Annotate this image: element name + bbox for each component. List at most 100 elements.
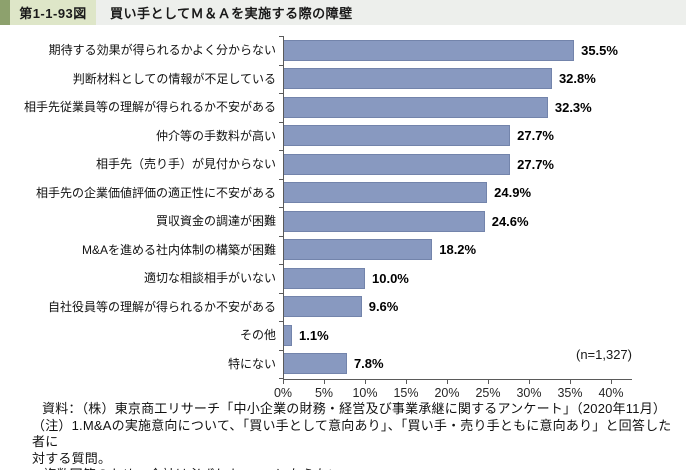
- category-axis-tick: [279, 349, 283, 351]
- bar-track: 32.8%: [283, 68, 596, 89]
- bar: [283, 68, 552, 89]
- bar-track: 7.8%: [283, 353, 384, 374]
- value-axis-tick-label: 35%: [557, 386, 583, 400]
- value-axis-tick-label: 15%: [393, 386, 419, 400]
- bar-track: 9.6%: [283, 296, 398, 317]
- bar: [283, 267, 365, 289]
- bar-chart: 期待する効果が得られるかよく分からない 35.5% 判断材料としての情報が不足してい…: [0, 36, 686, 436]
- category-label: 相手先の企業価値評価の適正性に不安がある: [35, 185, 276, 200]
- bar: [283, 210, 485, 232]
- category-axis-tick: [279, 378, 283, 379]
- chart-row: 期待する効果が得られるかよく分からない 35.5%: [0, 36, 686, 65]
- bar-track: 24.6%: [283, 210, 529, 232]
- value-label: 24.9%: [494, 185, 532, 200]
- bar-track: 24.9%: [283, 182, 531, 203]
- source-line: 資料：（株）東京商工リサーチ「中小企業の財務・経営及び事業承継に関するアンケート…: [42, 401, 667, 416]
- chart-row: 相手先従業員等の理解が得られるか不安がある 32.3%: [0, 93, 686, 122]
- category-axis-tick: [279, 292, 283, 294]
- bar-track: 35.5%: [283, 39, 618, 61]
- figure-header: 第1-1-93図 買い手としてＭ＆Ａを実施する際の障壁: [0, 0, 686, 25]
- value-label: 32.3%: [554, 99, 592, 115]
- category-axis-tick: [279, 178, 283, 180]
- value-label: 10.0%: [372, 270, 409, 286]
- category-label: その他: [239, 328, 276, 342]
- chart-row: 適切な相談相手がいない 10.0%: [0, 264, 686, 293]
- bar: [283, 125, 511, 146]
- category-label: 適切な相談相手がいない: [143, 271, 276, 285]
- value-axis-tick-label: 30%: [516, 386, 542, 400]
- category-axis-tick: [279, 207, 283, 208]
- bar: [283, 182, 488, 203]
- chart-row: 特にない 7.8%: [0, 350, 686, 379]
- category-label: 相手先（売り手）が見付からない: [95, 157, 276, 171]
- bar-track: 18.2%: [283, 239, 476, 260]
- chart-row: M&Aを進める社内体制の構築が困難 18.2%: [0, 236, 686, 265]
- bar-track: 27.7%: [283, 153, 554, 175]
- chart-row: 買収資金の調達が困難 24.6%: [0, 207, 686, 236]
- chart-row: 判断材料としての情報が不足している 32.8%: [0, 65, 686, 94]
- category-label: 期待する効果が得られるかよく分からない: [48, 43, 276, 57]
- value-label: 32.8%: [558, 71, 596, 86]
- value-axis-tick-label: 5%: [314, 386, 334, 400]
- value-axis-tick: [406, 380, 407, 384]
- header-band: 買い手としてＭ＆Ａを実施する際の障壁: [96, 0, 686, 25]
- category-axis-tick: [279, 93, 283, 94]
- category-label: 仲介等の手数料が高い: [155, 128, 276, 143]
- value-axis-tick-label: 10%: [352, 386, 378, 400]
- figure-notes: 資料：（株）東京商工リサーチ「中小企業の財務・経営及び事業承継に関するアンケート…: [32, 401, 672, 470]
- bar: [283, 153, 511, 175]
- bar-track: 32.3%: [283, 96, 592, 118]
- value-label: 27.7%: [517, 128, 554, 143]
- note-line-1-cont: 対する質問。: [32, 450, 112, 466]
- value-axis-tick-label: 0%: [273, 386, 293, 400]
- bar: [283, 96, 548, 118]
- category-axis-tick: [279, 36, 283, 37]
- bar: [283, 239, 433, 260]
- value-axis-tick-label: 20%: [434, 386, 460, 400]
- value-label: 9.6%: [368, 299, 399, 314]
- category-axis-tick: [279, 64, 283, 66]
- value-axis-tick: [570, 380, 571, 384]
- sample-size-label: (n=1,327): [575, 347, 632, 362]
- value-axis-tick: [365, 380, 366, 384]
- category-axis-tick: [279, 150, 283, 151]
- category-label: 特にない: [227, 356, 276, 371]
- chart-row: その他 1.1%: [0, 321, 686, 350]
- value-axis-tick: [324, 380, 325, 384]
- value-axis-line: [283, 379, 632, 380]
- header-accent-bar: [0, 0, 10, 25]
- value-axis-tick-label: 25%: [475, 386, 501, 400]
- category-label: 相手先従業員等の理解が得られるか不安がある: [23, 100, 276, 114]
- value-label: 1.1%: [299, 327, 329, 343]
- category-axis-tick: [279, 235, 283, 237]
- value-axis-tick-label: 40%: [598, 386, 624, 400]
- category-axis-tick: [279, 264, 283, 265]
- category-label: M&Aを進める社内体制の構築が困難: [81, 242, 276, 257]
- value-axis-tick: [611, 380, 612, 384]
- figure-title: 買い手としてＭ＆Ａを実施する際の障壁: [110, 6, 353, 21]
- value-axis-tick: [488, 380, 489, 384]
- bar: [283, 39, 575, 61]
- value-label: 7.8%: [353, 356, 384, 371]
- bar: [283, 324, 293, 346]
- category-label: 自社役員等の理解が得られるか不安がある: [47, 299, 276, 314]
- value-label: 35.5%: [581, 42, 618, 58]
- value-axis-tick: [283, 380, 284, 384]
- bar-track: 1.1%: [283, 324, 329, 346]
- category-label: 買収資金の調達が困難: [155, 214, 276, 228]
- bar-track: 10.0%: [283, 267, 409, 289]
- value-label: 24.6%: [491, 213, 529, 229]
- category-axis-line: [283, 36, 284, 379]
- category-label: 判断材料としての情報が不足している: [72, 71, 276, 86]
- chart-row: 仲介等の手数料が高い 27.7%: [0, 122, 686, 151]
- category-axis-tick: [279, 321, 283, 322]
- category-axis-tick: [279, 121, 283, 123]
- bar: [283, 296, 362, 317]
- value-axis-tick: [447, 380, 448, 384]
- value-label: 27.7%: [517, 156, 554, 172]
- bar: [283, 353, 347, 374]
- chart-row: 相手先（売り手）が見付からない 27.7%: [0, 150, 686, 179]
- chart-row: 相手先の企業価値評価の適正性に不安がある 24.9%: [0, 179, 686, 208]
- note-line-1: （注）1.M&Aの実施意向について、「買い手として意向あり」、「買い手・売り手と…: [32, 417, 672, 450]
